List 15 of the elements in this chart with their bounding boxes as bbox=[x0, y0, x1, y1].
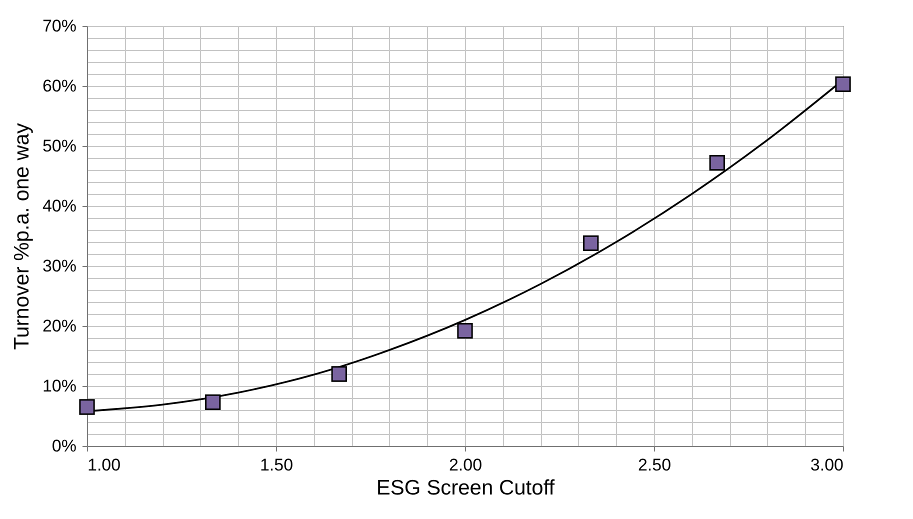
x-axis-title: ESG Screen Cutoff bbox=[376, 476, 555, 500]
y-tick-label: 70% bbox=[42, 16, 76, 36]
x-tick-label: 1.00 bbox=[88, 456, 121, 474]
x-tick-label: 1.50 bbox=[260, 456, 294, 474]
y-tick-label: 30% bbox=[42, 256, 76, 276]
y-tick-label: 40% bbox=[42, 196, 76, 216]
y-tick-label: 10% bbox=[42, 376, 76, 396]
x-tick-label: 3.00 bbox=[810, 456, 844, 474]
y-tick-label: 60% bbox=[42, 76, 76, 96]
y-tick-label: 0% bbox=[52, 436, 76, 456]
x-tick-label: 2.00 bbox=[448, 456, 482, 474]
y-tick-label: 20% bbox=[42, 316, 76, 336]
x-tick-label: 2.50 bbox=[638, 456, 672, 474]
y-tick-label: 50% bbox=[42, 136, 76, 156]
y-axis-title: Turnover %p.a. one way bbox=[10, 122, 34, 350]
